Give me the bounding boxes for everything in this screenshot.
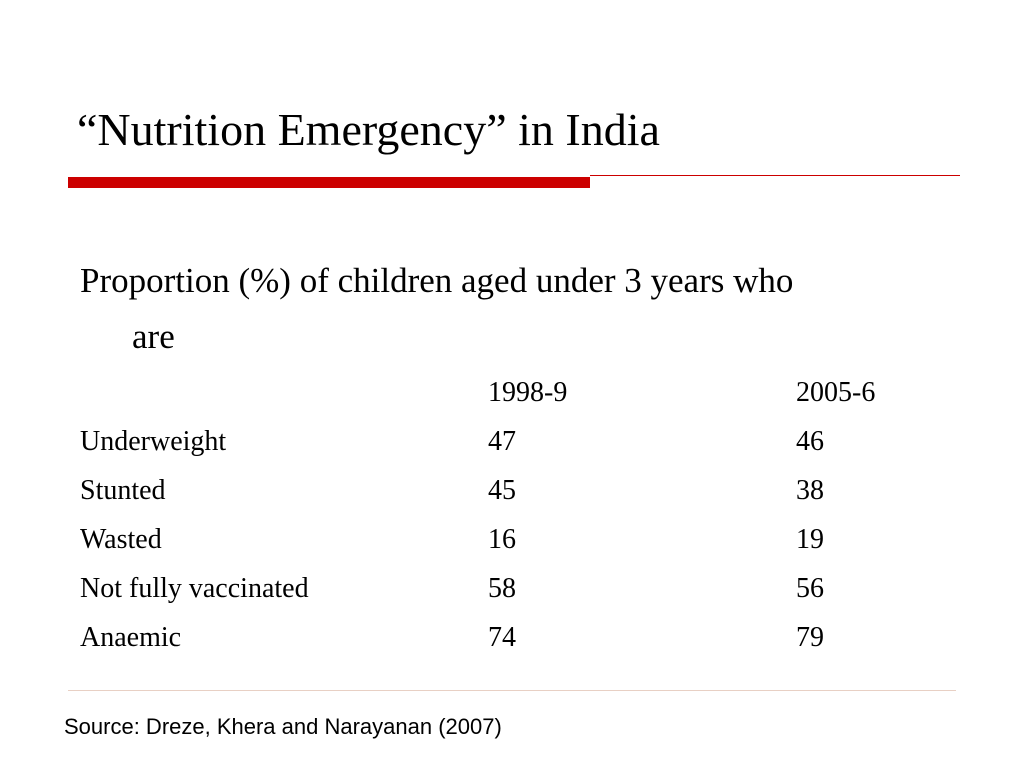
- table-row: Wasted 16 19: [80, 515, 956, 564]
- slide-title: “Nutrition Emergency” in India: [77, 104, 660, 155]
- value-2005-6: 46: [796, 425, 824, 457]
- table-row: Not fully vaccinated 58 56: [80, 564, 956, 613]
- table-row: Stunted 45 38: [80, 466, 956, 515]
- title-underline-thick: [68, 177, 590, 188]
- row-label: Not fully vaccinated: [80, 572, 309, 604]
- value-1998-9: 58: [488, 572, 516, 604]
- value-1998-9: 47: [488, 425, 516, 457]
- row-label: Underweight: [80, 425, 227, 457]
- intro-text: Proportion (%) of children aged under 3 …: [80, 253, 980, 365]
- value-2005-6: 19: [796, 523, 824, 555]
- value-1998-9: 16: [488, 523, 516, 555]
- table-row: Anaemic 74 79: [80, 613, 956, 662]
- row-label: Stunted: [80, 474, 166, 506]
- source-citation: Source: Dreze, Khera and Narayanan (2007…: [64, 714, 502, 739]
- intro-line-1: Proportion (%) of children aged under 3 …: [80, 261, 794, 300]
- table-row: Underweight 47 46: [80, 417, 956, 466]
- row-label: Anaemic: [80, 621, 182, 653]
- intro-line-2: are: [132, 317, 175, 356]
- value-2005-6: 38: [796, 474, 824, 506]
- nutrition-table: 1998-9 2005-6 Underweight 47 46 Stunted …: [80, 368, 956, 662]
- footer-divider: [68, 690, 956, 691]
- value-1998-9: 74: [488, 621, 516, 653]
- value-1998-9: 45: [488, 474, 516, 506]
- header-2005-6: 2005-6: [796, 376, 876, 408]
- row-label: Wasted: [80, 523, 162, 555]
- value-2005-6: 56: [796, 572, 824, 604]
- header-label: [80, 368, 488, 417]
- header-1998-9: 1998-9: [488, 376, 568, 408]
- title-underline-thin: [590, 175, 960, 176]
- table-header-row: 1998-9 2005-6: [80, 368, 956, 417]
- value-2005-6: 79: [796, 621, 824, 653]
